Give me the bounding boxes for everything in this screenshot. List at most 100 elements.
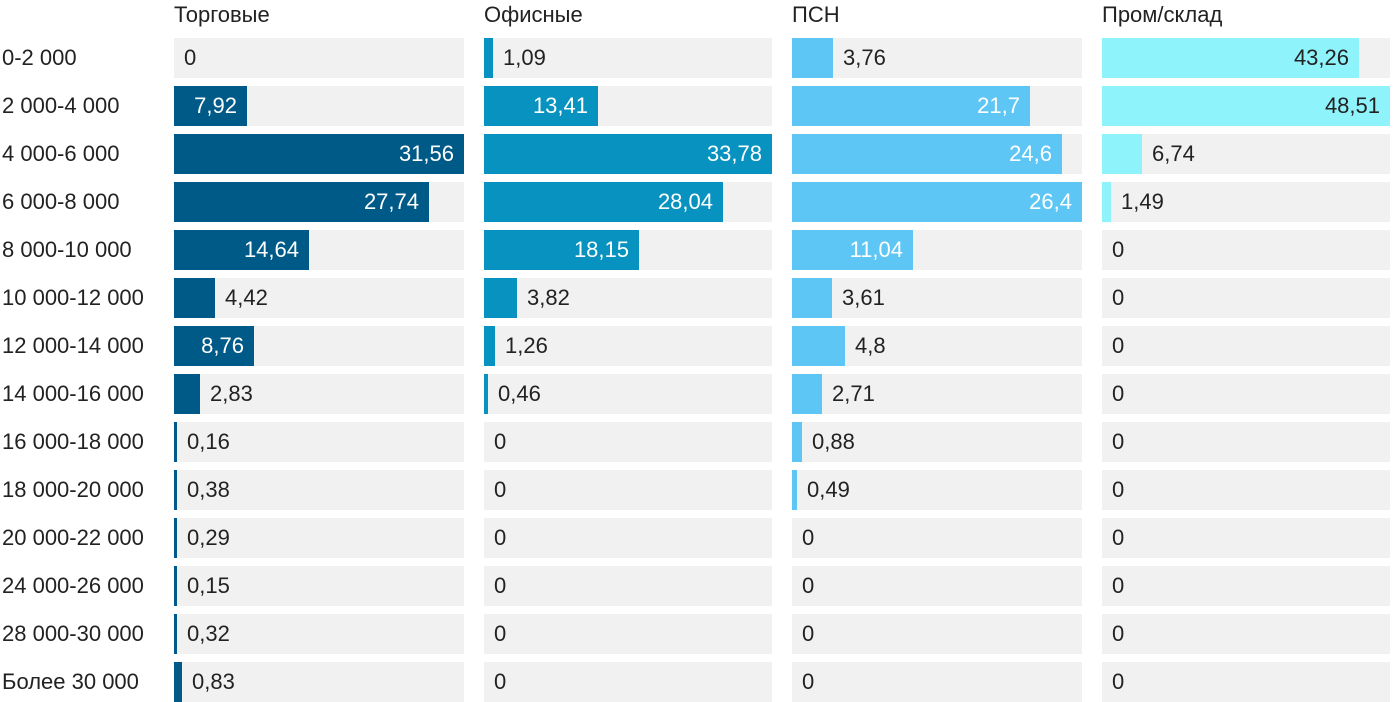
data-label: 0: [1112, 621, 1125, 646]
data-label: 0,32: [187, 621, 230, 646]
data-label: 2,83: [210, 381, 253, 406]
data-label: 0: [1112, 477, 1125, 502]
bar-track: [792, 278, 1082, 318]
bar: [792, 182, 1082, 222]
category-label: Более 30 000: [2, 669, 139, 694]
data-label: 13,41: [532, 93, 588, 118]
series-title: Офисные: [484, 2, 583, 27]
bar: [792, 278, 832, 318]
data-label: 6,74: [1152, 141, 1195, 166]
bar-track: [1102, 614, 1390, 654]
data-label: 0: [494, 669, 507, 694]
data-label: 7,92: [194, 93, 237, 118]
bar: [484, 326, 495, 366]
bar-track: [792, 38, 1082, 78]
data-label: 0: [184, 45, 197, 70]
bar-track: [792, 470, 1082, 510]
data-label: 14,64: [243, 237, 299, 262]
bar: [174, 566, 177, 606]
bar-track: [1102, 326, 1390, 366]
category-label: 24 000-26 000: [2, 573, 144, 598]
data-label: 3,82: [527, 285, 570, 310]
bar-track: [792, 518, 1082, 558]
data-label: 0: [1112, 333, 1125, 358]
data-label: 0: [1112, 669, 1125, 694]
data-label: 0,46: [498, 381, 541, 406]
bar: [174, 614, 177, 654]
bar: [792, 38, 833, 78]
bar-track: [174, 374, 464, 414]
bar: [484, 86, 598, 126]
bar-track: [1102, 278, 1390, 318]
bar-track: [792, 614, 1082, 654]
bar: [792, 230, 913, 270]
category-label: 10 000-12 000: [2, 285, 144, 310]
bar-track: [1102, 518, 1390, 558]
bar-track: [484, 566, 772, 606]
bar-track: [484, 470, 772, 510]
bar-track: [174, 422, 464, 462]
bar: [792, 86, 1030, 126]
data-label: 0: [1112, 429, 1125, 454]
data-label: 28,04: [657, 189, 713, 214]
data-label: 3,61: [842, 285, 885, 310]
data-label: 24,6: [1009, 141, 1052, 166]
data-label: 1,09: [503, 45, 546, 70]
bar: [484, 278, 517, 318]
bar: [1102, 134, 1142, 174]
series-title: Торговые: [174, 2, 270, 27]
bar: [174, 326, 254, 366]
bar: [174, 230, 309, 270]
data-label: 1,26: [505, 333, 548, 358]
data-label: 1,49: [1121, 189, 1164, 214]
bar-track: [174, 566, 464, 606]
data-label: 0: [1112, 285, 1125, 310]
data-label: 43,26: [1293, 45, 1349, 70]
bar-track: [484, 38, 772, 78]
bar: [174, 518, 177, 558]
bar: [484, 134, 772, 174]
bar-track: [1102, 470, 1390, 510]
data-label: 11,04: [849, 237, 903, 262]
category-label: 14 000-16 000: [2, 381, 144, 406]
data-label: 0: [494, 621, 507, 646]
data-label: 0,16: [187, 429, 230, 454]
bar-track: [1102, 230, 1390, 270]
bar-track: [174, 470, 464, 510]
category-label: 6 000-8 000: [2, 189, 120, 214]
bar-track: [484, 326, 772, 366]
bar: [792, 374, 822, 414]
bar-track: [484, 278, 772, 318]
category-label: 18 000-20 000: [2, 477, 144, 502]
bar-track: [484, 374, 772, 414]
bar: [174, 662, 182, 702]
bar-track: [174, 614, 464, 654]
bar: [792, 422, 802, 462]
category-label: 20 000-22 000: [2, 525, 144, 550]
data-label: 0: [494, 573, 507, 598]
bar-track: [174, 278, 464, 318]
bar: [174, 470, 177, 510]
data-label: 0: [802, 573, 815, 598]
data-label: 0: [1112, 381, 1125, 406]
bar-track: [1102, 422, 1390, 462]
bar-track: [1102, 374, 1390, 414]
data-label: 0,29: [187, 525, 230, 550]
bar-track: [484, 662, 772, 702]
bar: [1102, 38, 1359, 78]
data-label: 33,78: [706, 141, 762, 166]
category-label: 8 000-10 000: [2, 237, 132, 262]
bar: [174, 86, 247, 126]
data-label: 0: [802, 669, 815, 694]
bar-track: [174, 38, 464, 78]
category-label: 0-2 000: [2, 45, 77, 70]
bar: [174, 422, 177, 462]
bar-track: [1102, 182, 1390, 222]
series-title: ПСН: [792, 2, 840, 27]
bar-track: [792, 374, 1082, 414]
bar: [1102, 182, 1111, 222]
data-label: 3,76: [843, 45, 886, 70]
series-title: Пром/склад: [1102, 2, 1223, 27]
data-label: 2,71: [832, 381, 875, 406]
